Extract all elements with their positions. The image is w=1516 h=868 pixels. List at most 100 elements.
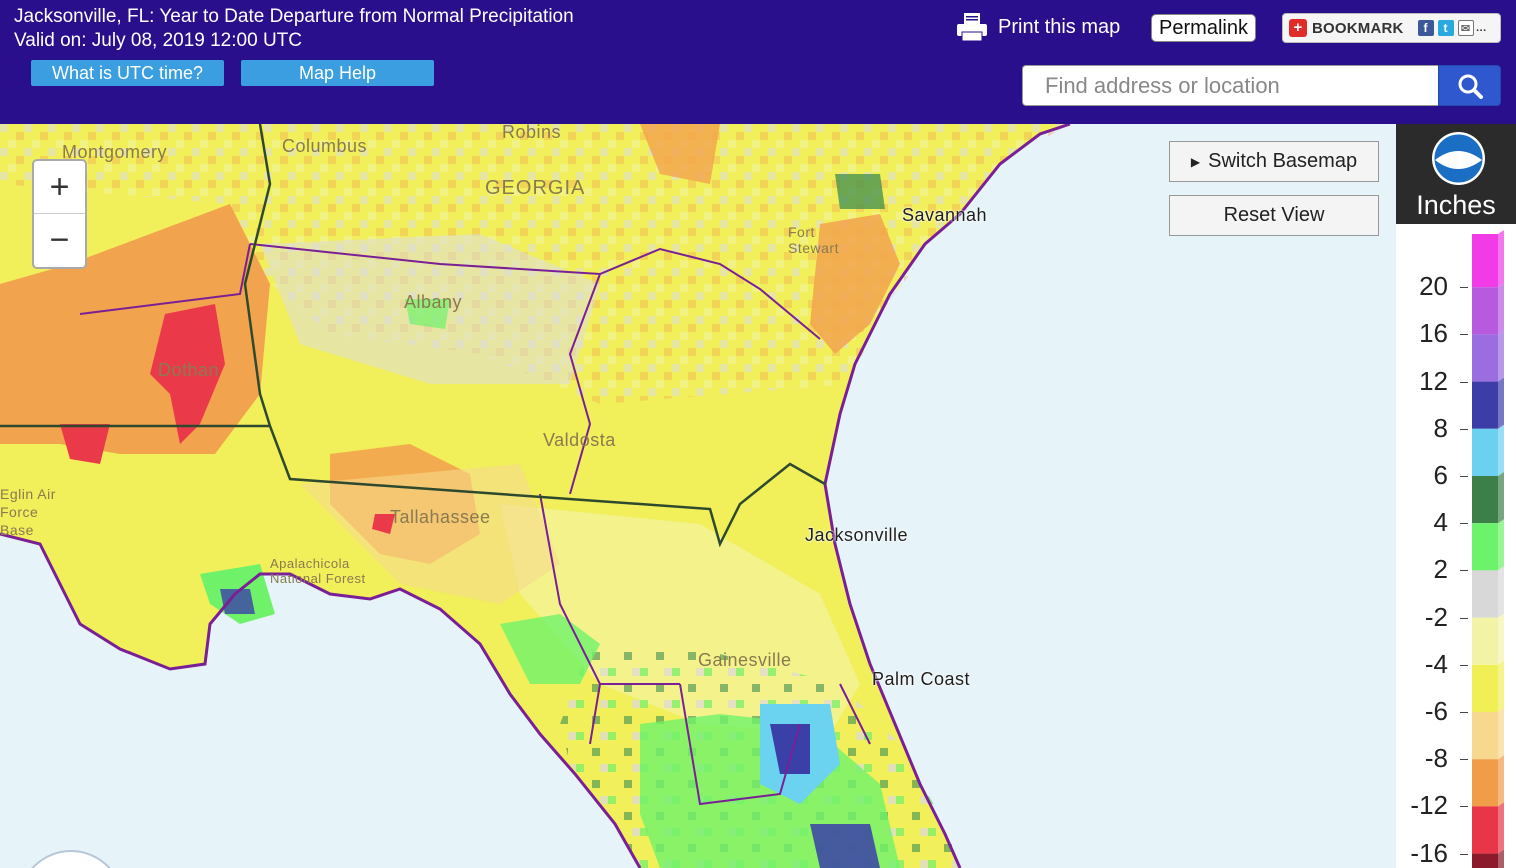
legend-band [1472,476,1498,524]
place-columbus: Columbus [282,136,368,156]
legend-tick-label: -16 [1410,837,1448,868]
legend-tick-label: -4 [1424,648,1448,679]
permalink-button[interactable]: Permalink [1151,14,1256,42]
legend-band [1472,617,1498,665]
bookmark-button[interactable]: + BOOKMARK f t ✉ … [1282,13,1501,43]
place-dothan: Dothan [158,360,220,380]
legend-band [1472,712,1498,760]
legend-tick-mark [1460,381,1468,383]
legend-tick-mark [1460,334,1468,336]
legend-band [1472,853,1498,868]
place-eglin-afb: Eglin Air Force Base [0,486,56,538]
legend-band-side [1498,519,1504,571]
place-valdosta: Valdosta [543,430,616,450]
dry-region-coast [810,214,900,354]
bookmark-label: BOOKMARK [1312,19,1404,37]
legend-band [1472,381,1498,429]
place-albany: Albany [404,292,463,312]
legend-band-side [1498,755,1504,807]
legend-tick-mark [1460,570,1468,572]
legend-band [1472,759,1498,807]
map-help-button[interactable]: Map Help [241,60,434,86]
legend-tick-mark [1460,428,1468,430]
place-montgomery: Montgomery [62,142,168,162]
caret-right-icon: ▶ [1190,154,1201,169]
coastline [0,532,642,868]
legend-band-side [1498,849,1504,868]
legend-tick-label: 2 [1433,554,1448,585]
legend-tick-mark [1460,523,1468,525]
legend-band-side [1498,708,1504,760]
wet-savannah [835,174,885,209]
east-coastline [823,124,1071,868]
place-gainesville: Gainesville [698,650,792,670]
legend-tick-label: 6 [1433,460,1448,490]
printer-icon [956,12,988,42]
place-georgia: GEORGIA [485,177,586,199]
legend-tick-label: 20 [1419,271,1448,302]
state-boundary [0,124,826,548]
map-title: Jacksonville, FL: Year to Date Departure… [14,5,574,53]
legend-tick-label: 4 [1433,507,1448,538]
zoom-control: + − [32,159,87,269]
legend-tick-label: -8 [1424,743,1448,774]
zoom-out-button[interactable]: − [49,221,70,259]
legend-tick-mark [1460,476,1468,477]
zoom-in-button[interactable]: + [34,161,85,214]
place-palm-coast: Palm Coast [872,669,971,689]
twitter-icon[interactable]: t [1437,20,1454,36]
legend-band-side [1498,424,1504,476]
very-dry-dothan [150,304,225,444]
legend-band-side [1498,377,1504,429]
email-icon[interactable]: ✉ [1457,20,1474,36]
print-map-link[interactable]: Print this map [956,10,1120,44]
switch-basemap-label: Switch Basemap [1208,150,1358,172]
place-fort-stewart: Fort Stewart [788,224,839,256]
place-apalachicola: Apalachicola National Forest [270,556,366,586]
legend-tick-mark [1460,664,1468,666]
legend-tick-label: -6 [1424,696,1448,726]
legend-band-side [1498,330,1504,382]
switch-basemap-button[interactable]: ▶ Switch Basemap [1169,141,1379,182]
legend-tick-mark [1460,806,1468,808]
legend-band-side [1498,472,1504,524]
header-bar: Jacksonville, FL: Year to Date Departure… [0,0,1516,124]
legend-band [1472,806,1498,854]
utc-time-button[interactable]: What is UTC time? [31,60,224,86]
facebook-icon[interactable]: f [1417,20,1434,36]
legend-band-side [1498,566,1504,618]
legend-band [1472,570,1498,618]
add-icon: + [1289,19,1307,37]
legend-header: Inches [1396,124,1516,224]
very-wet-core [770,724,810,774]
precipitation-map-canvas [0,124,1071,868]
more-icon[interactable]: … [1475,22,1487,34]
legend-band [1472,287,1498,335]
print-map-label: Print this map [998,15,1121,38]
legend-color-bar [1472,230,1504,868]
legend-band-side [1498,802,1504,854]
legend-band [1472,523,1498,571]
very-wet-south [810,824,880,868]
place-savannah: Savannah [902,205,988,225]
county-boundaries [79,243,871,806]
legend-tick-label: 8 [1433,412,1448,443]
very-dry-west [60,424,110,464]
legend-band [1472,234,1498,288]
valid-time: Valid on: July 08, 2019 12:00 UTC [14,30,302,51]
legend-band [1472,334,1498,382]
precipitation-map[interactable]: Montgomery Columbus Robins GEORGIA Savan… [0,124,1396,868]
very-dry-tallahassee [372,514,395,534]
legend-tick-mark [1460,759,1468,761]
legend-band-side [1498,230,1504,288]
place-jacksonville: Jacksonville [805,525,909,545]
legend-panel: Inches 20 16 12 8 6 4 2 -2 -4 -6 -8 -12 -16 [1396,124,1516,868]
legend-tick-mark [1460,287,1468,289]
legend-band-side [1498,283,1504,335]
legend-band [1472,428,1498,476]
legend-unit-label: Inches [1416,190,1496,220]
legend-tick-label: 16 [1419,318,1448,349]
search-button[interactable] [1438,65,1501,106]
reset-view-button[interactable]: Reset View [1169,195,1379,236]
search-input[interactable] [1022,65,1438,106]
